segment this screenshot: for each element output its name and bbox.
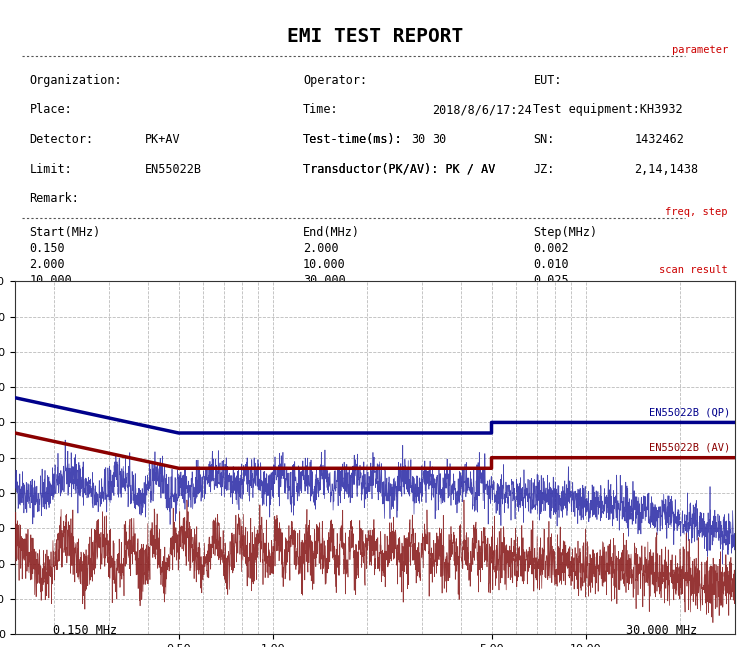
Text: Operator:: Operator: xyxy=(303,74,368,87)
Text: Test-time(ms):: Test-time(ms): xyxy=(303,133,403,146)
Text: 1432462: 1432462 xyxy=(634,133,684,146)
Text: Time:: Time: xyxy=(303,104,339,116)
Text: 30.000 MHz: 30.000 MHz xyxy=(626,624,698,637)
Text: parameter: parameter xyxy=(671,45,728,55)
Text: 10.000: 10.000 xyxy=(29,274,72,287)
Text: Start(MHz): Start(MHz) xyxy=(29,226,100,239)
Text: scan result: scan result xyxy=(659,265,728,275)
Text: 0.025: 0.025 xyxy=(533,274,569,287)
Text: dBuV: dBuV xyxy=(29,289,58,302)
Text: 30: 30 xyxy=(411,133,425,146)
Text: 0.002: 0.002 xyxy=(533,241,569,255)
Text: Test equipment:KH3932: Test equipment:KH3932 xyxy=(533,104,683,116)
Text: 2018/8/6/17:24: 2018/8/6/17:24 xyxy=(433,104,532,116)
Text: 2.000: 2.000 xyxy=(29,258,65,270)
Text: 0.010: 0.010 xyxy=(533,258,569,270)
Text: EN55022B: EN55022B xyxy=(145,162,202,175)
Text: 0.150: 0.150 xyxy=(29,241,65,255)
Text: Detector:: Detector: xyxy=(29,133,94,146)
Text: PK+AV: PK+AV xyxy=(145,133,180,146)
Text: End(MHz): End(MHz) xyxy=(303,226,360,239)
Text: 10.000: 10.000 xyxy=(303,258,346,270)
Text: 0.150 MHz: 0.150 MHz xyxy=(53,624,117,637)
Text: Limit:: Limit: xyxy=(29,162,72,175)
Text: EMI TEST REPORT: EMI TEST REPORT xyxy=(286,27,463,46)
Text: EN55022B (AV): EN55022B (AV) xyxy=(650,443,730,452)
Text: Transductor(PK/AV): PK / AV: Transductor(PK/AV): PK / AV xyxy=(303,162,495,175)
Text: 2,14,1438: 2,14,1438 xyxy=(634,162,698,175)
Text: EUT:: EUT: xyxy=(533,74,562,87)
Text: SN:: SN: xyxy=(533,133,555,146)
Text: 2.000: 2.000 xyxy=(303,241,339,255)
Text: Test-time(ms):: Test-time(ms): xyxy=(303,133,403,146)
Text: freq, step: freq, step xyxy=(665,207,728,217)
Text: Place:: Place: xyxy=(29,104,72,116)
Text: EN55022B (QP): EN55022B (QP) xyxy=(650,407,730,417)
Text: JZ:: JZ: xyxy=(533,162,555,175)
Text: Step(MHz): Step(MHz) xyxy=(533,226,598,239)
Text: 30: 30 xyxy=(433,133,447,146)
Text: 30.000: 30.000 xyxy=(303,274,346,287)
Text: Transductor(PK/AV): PK / AV: Transductor(PK/AV): PK / AV xyxy=(303,162,495,175)
Text: Remark:: Remark: xyxy=(29,192,80,205)
Text: Organization:: Organization: xyxy=(29,74,122,87)
